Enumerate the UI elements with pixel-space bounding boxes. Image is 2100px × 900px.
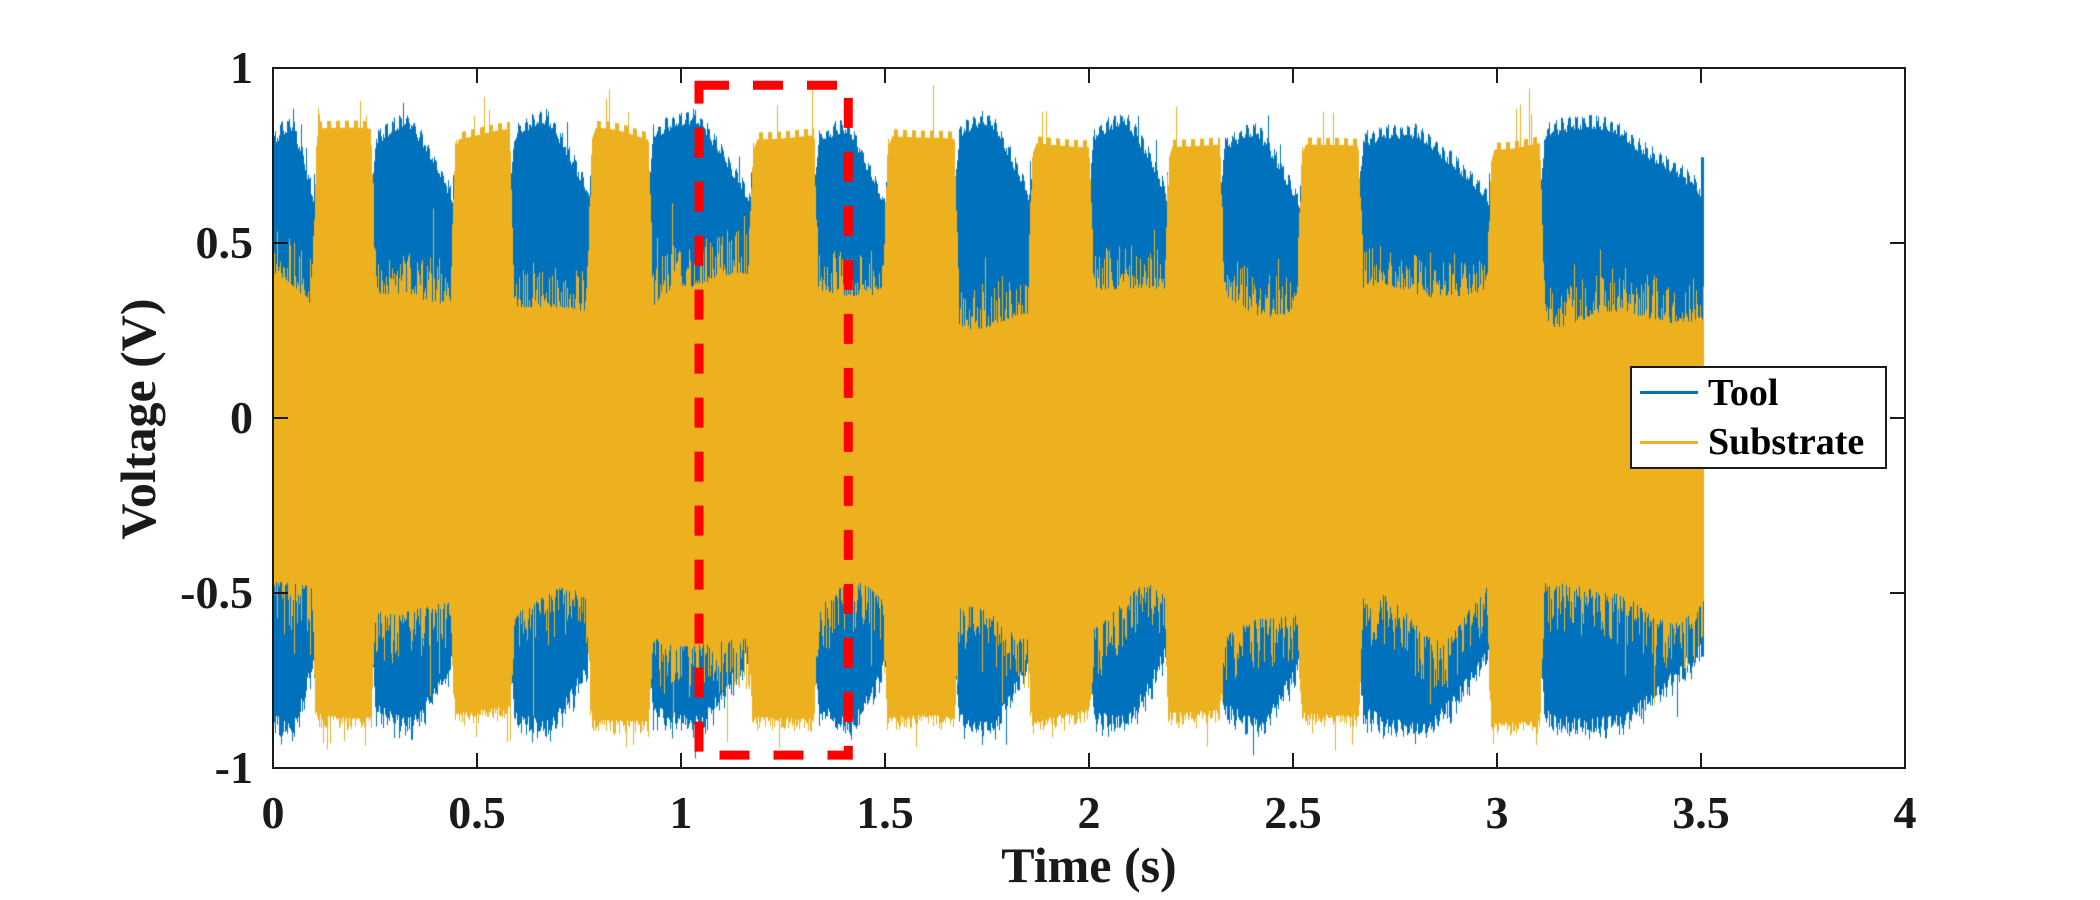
axis-tick — [1292, 753, 1294, 767]
axis-tick — [272, 753, 274, 767]
axis-tick — [1890, 592, 1904, 594]
axis-tick — [1890, 767, 1904, 769]
x-tick-label: 0.5 — [448, 787, 506, 838]
axis-tick — [680, 753, 682, 767]
highlight-box — [694, 80, 853, 760]
axis-tick — [1700, 69, 1702, 83]
axis-tick — [884, 753, 886, 767]
x-tick-label: 3.5 — [1672, 787, 1730, 838]
axis-tick — [1088, 69, 1090, 83]
legend-entry-tool: Tool — [1632, 368, 1885, 418]
x-tick-label: 2.5 — [1264, 787, 1322, 838]
axis-tick — [274, 417, 288, 419]
axis-tick — [1292, 69, 1294, 83]
axis-tick — [1496, 69, 1498, 83]
y-tick-label: -0.5 — [180, 567, 253, 618]
legend-label-tool: Tool — [1708, 371, 1779, 414]
x-tick-label: 0 — [261, 787, 285, 838]
axis-tick — [884, 69, 886, 83]
axis-tick — [1088, 753, 1090, 767]
axis-tick — [274, 592, 288, 594]
x-tick-label: 1 — [669, 787, 693, 838]
axis-tick — [1496, 753, 1498, 767]
substrate-line-swatch — [1640, 440, 1698, 444]
axis-tick — [274, 242, 288, 244]
x-tick-label: 1.5 — [856, 787, 914, 838]
axis-tick — [274, 67, 288, 69]
axis-tick — [1904, 753, 1906, 767]
y-tick-label: 0 — [230, 392, 253, 443]
legend-box: Tool Substrate — [1630, 366, 1887, 469]
y-tick-label: 1 — [230, 42, 253, 93]
axis-tick — [476, 69, 478, 83]
legend-entry-substrate: Substrate — [1632, 418, 1885, 468]
x-axis-title: Time (s) — [1001, 837, 1177, 893]
axis-tick — [1904, 69, 1906, 83]
x-tick-label: 2 — [1077, 787, 1101, 838]
legend-label-substrate: Substrate — [1708, 421, 1865, 464]
axis-tick — [1890, 417, 1904, 419]
axis-tick — [272, 69, 274, 83]
axis-tick — [680, 69, 682, 83]
tool-line-swatch — [1640, 391, 1698, 395]
axis-tick — [274, 767, 288, 769]
axis-tick — [1700, 753, 1702, 767]
axis-tick — [1890, 67, 1904, 69]
y-tick-label: -1 — [214, 742, 253, 793]
x-tick-label: 3 — [1485, 787, 1509, 838]
y-tick-label: 0.5 — [195, 217, 254, 268]
axis-tick — [476, 753, 478, 767]
axis-tick — [1890, 242, 1904, 244]
x-tick-label: 4 — [1893, 787, 1917, 838]
